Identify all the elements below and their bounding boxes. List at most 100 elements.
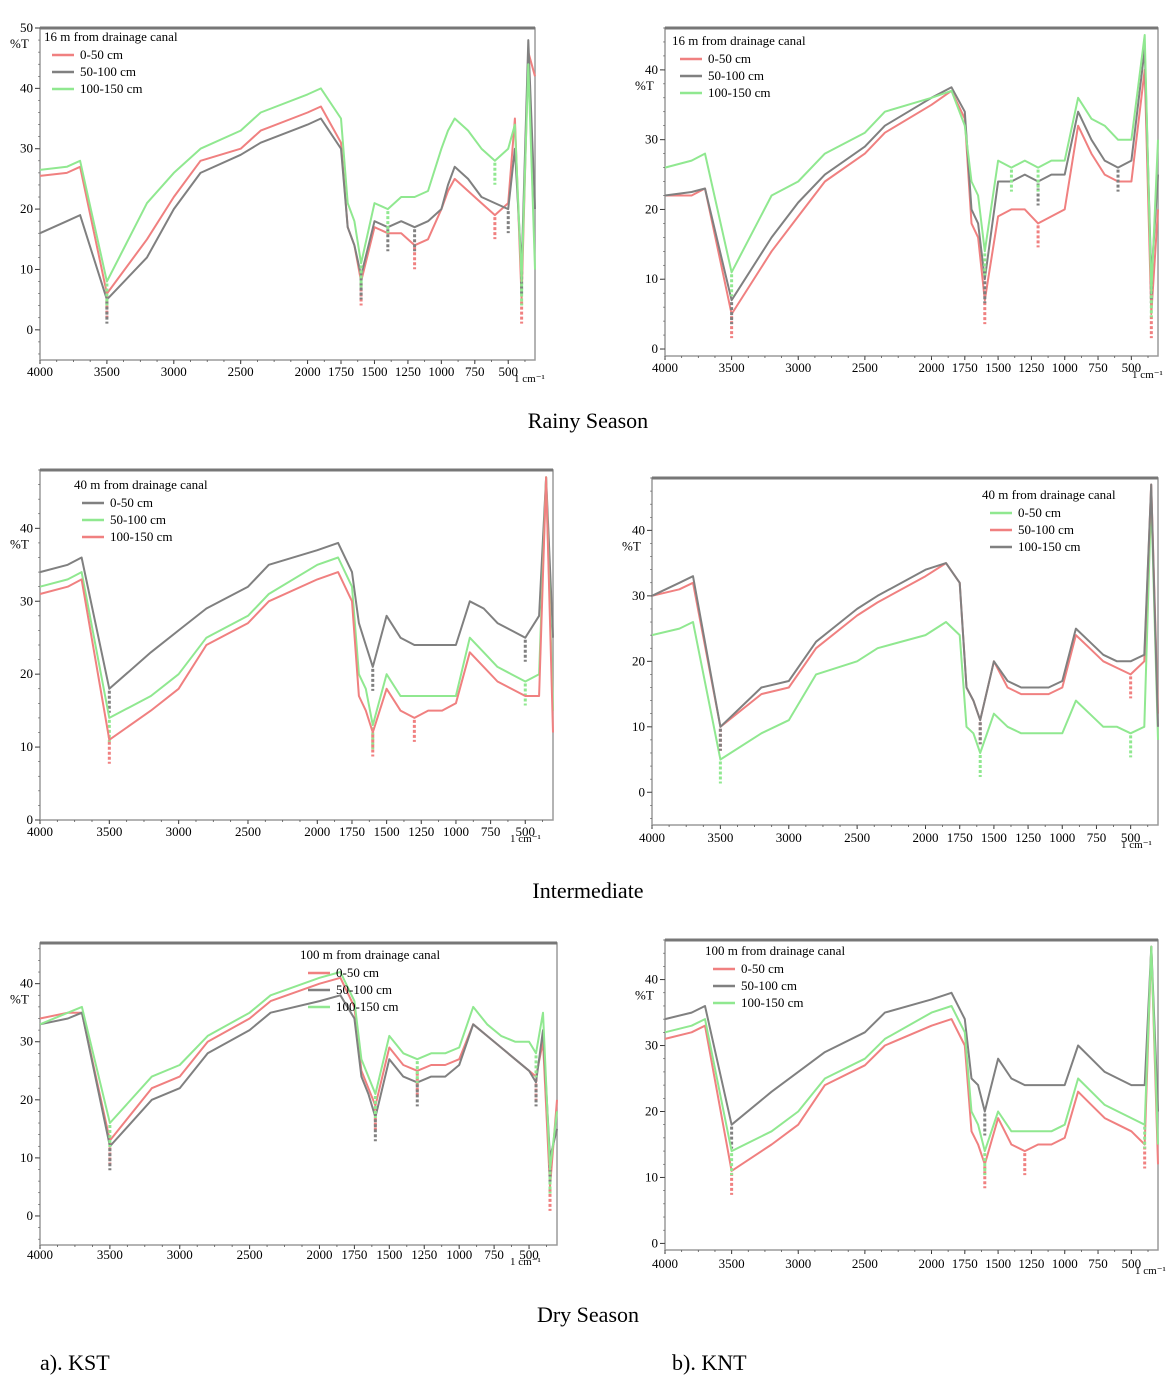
- x-tick-label: 500: [519, 1247, 539, 1262]
- x-tick-label: 1250: [395, 364, 421, 379]
- x-tick-label: 2500: [228, 364, 254, 379]
- legend-label: 0-50 cm: [110, 495, 153, 510]
- x-tick-label: 3000: [166, 824, 192, 839]
- y-tick-label: 0: [27, 1208, 34, 1223]
- y-tick-label: 10: [20, 1150, 33, 1165]
- series-line: [39, 971, 558, 1171]
- y-tick-label: 20: [645, 201, 658, 216]
- x-tick-label: 500: [516, 824, 536, 839]
- x-tick-label: 3000: [785, 1256, 811, 1271]
- y-tick-label: 40: [645, 972, 658, 987]
- y-tick-label: 10: [20, 739, 33, 754]
- x-tick-label: 1000: [1052, 1256, 1078, 1271]
- x-tick-label: 3000: [776, 830, 802, 845]
- legend-label: 100-150 cm: [708, 85, 770, 100]
- footer-label-kst: a). KST: [40, 1350, 110, 1375]
- legend-title: 40 m from drainage canal: [982, 487, 1116, 502]
- x-tick-label: 750: [1088, 1256, 1108, 1271]
- y-tick-label: 30: [20, 593, 33, 608]
- y-tick-label: 20: [20, 1092, 33, 1107]
- x-tick-label: 2000: [918, 360, 944, 375]
- y-axis-label: %T: [622, 538, 641, 553]
- season-caption-rainy: Rainy Season: [527, 408, 649, 433]
- y-tick-label: 40: [632, 522, 645, 537]
- legend-label: 0-50 cm: [708, 51, 751, 66]
- y-tick-label: 0: [652, 1235, 659, 1250]
- series-line: [664, 945, 1159, 1153]
- y-tick-label: 20: [645, 1103, 658, 1118]
- legend-label: 100-150 cm: [1018, 539, 1080, 554]
- y-axis-label: %T: [635, 78, 654, 93]
- series-line: [651, 496, 1159, 761]
- y-tick-label: 0: [27, 322, 34, 337]
- legend-label: 50-100 cm: [708, 68, 764, 83]
- y-tick-label: 0: [639, 784, 646, 799]
- x-tick-label: 1750: [947, 830, 973, 845]
- x-tick-label: 750: [1087, 830, 1107, 845]
- legend-title: 100 m from drainage canal: [300, 947, 440, 962]
- y-tick-label: 20: [20, 201, 33, 216]
- x-tick-label: 1500: [985, 1256, 1011, 1271]
- legend-label: 0-50 cm: [1018, 505, 1061, 520]
- y-tick-label: 0: [27, 812, 34, 827]
- x-tick-label: 750: [481, 824, 501, 839]
- y-tick-label: 40: [20, 80, 33, 95]
- y-tick-label: 20: [632, 653, 645, 668]
- y-tick-label: 10: [20, 261, 33, 276]
- x-axis-unit: 1 cm⁻¹: [1121, 839, 1152, 851]
- x-axis-unit: 1 cm⁻¹: [1132, 369, 1163, 381]
- x-tick-label: 1750: [339, 824, 365, 839]
- x-tick-label: 1750: [328, 364, 354, 379]
- y-tick-label: 30: [632, 588, 645, 603]
- legend-label: 50-100 cm: [336, 982, 392, 997]
- series-line: [39, 63, 536, 283]
- x-tick-label: 1500: [981, 830, 1007, 845]
- legend-title: 16 m from drainage canal: [672, 33, 806, 48]
- x-tick-label: 1750: [952, 1256, 978, 1271]
- series-line: [39, 994, 558, 1159]
- series-line: [664, 945, 1159, 1172]
- x-tick-label: 3000: [785, 360, 811, 375]
- series-line: [39, 476, 554, 727]
- legend-label: 50-100 cm: [741, 978, 797, 993]
- x-tick-label: 2500: [844, 830, 870, 845]
- x-tick-label: 1750: [952, 360, 978, 375]
- x-tick-label: 1000: [428, 364, 454, 379]
- x-tick-label: 4000: [27, 824, 53, 839]
- legend-label: 0-50 cm: [336, 965, 379, 980]
- legend-label: 100-150 cm: [741, 995, 803, 1010]
- x-tick-label: 3500: [94, 364, 120, 379]
- y-axis-label: %T: [10, 536, 29, 551]
- x-tick-label: 4000: [27, 364, 53, 379]
- y-axis-label: %T: [10, 992, 29, 1007]
- x-tick-label: 4000: [27, 1247, 53, 1262]
- y-tick-label: 10: [645, 1169, 658, 1184]
- legend-label: 0-50 cm: [741, 961, 784, 976]
- y-tick-label: 30: [20, 1034, 33, 1049]
- series-line: [39, 51, 536, 301]
- season-caption-intermediate: Intermediate: [532, 878, 644, 903]
- x-tick-label: 3000: [161, 364, 187, 379]
- x-tick-label: 3500: [707, 830, 733, 845]
- y-tick-label: 30: [645, 132, 658, 147]
- y-tick-label: 40: [20, 520, 33, 535]
- x-tick-label: 1500: [361, 364, 387, 379]
- plot-frame: [664, 939, 1159, 1251]
- x-tick-label: 4000: [639, 830, 665, 845]
- y-tick-label: 0: [652, 341, 659, 356]
- x-tick-label: 2500: [237, 1247, 263, 1262]
- x-tick-label: 1750: [341, 1247, 367, 1262]
- x-tick-label: 4000: [652, 360, 678, 375]
- x-tick-label: 1250: [411, 1247, 437, 1262]
- x-tick-label: 1000: [446, 1247, 472, 1262]
- y-axis-label: %T: [10, 36, 29, 51]
- y-tick-label: 30: [645, 1038, 658, 1053]
- series-line: [39, 476, 554, 741]
- y-tick-label: 20: [20, 666, 33, 681]
- x-tick-label: 1250: [408, 824, 434, 839]
